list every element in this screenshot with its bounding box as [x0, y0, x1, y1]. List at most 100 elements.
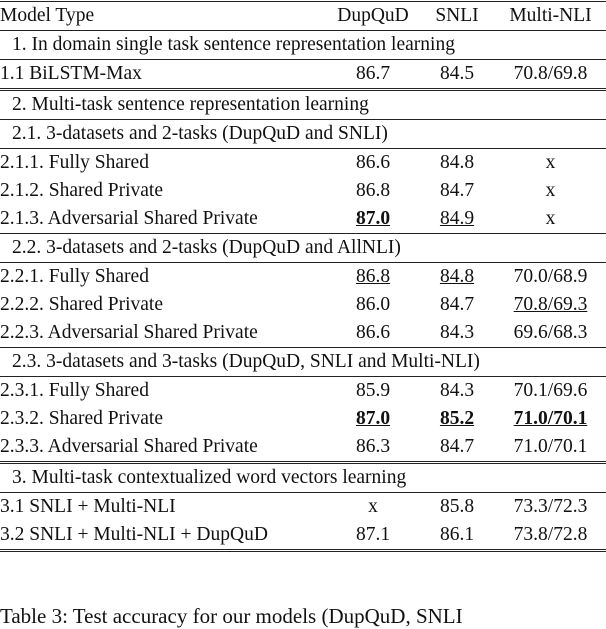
section-title: 2.3. 3-datasets and 3-tasks (DupQuD, SNL… — [0, 347, 606, 377]
score-cell: 84.3 — [419, 377, 495, 406]
column-header: DupQuD — [327, 1, 419, 31]
cell-text: 86.0 — [355, 294, 391, 315]
cell-text: 84.7 — [439, 294, 475, 315]
section-title-row: 3. Multi-task contextualized word vector… — [0, 461, 606, 493]
score-cell: 70.1/69.6 — [495, 377, 606, 406]
score-cell: 70.0/68.9 — [495, 263, 606, 292]
cell-text: 85.9 — [355, 380, 391, 401]
score-cell: 86.7 — [327, 60, 419, 90]
cell-text: 86.3 — [355, 436, 391, 457]
column-header: Multi-NLI — [495, 1, 606, 31]
model-name: 3.1 SNLI + Multi-NLI — [0, 493, 327, 522]
cell-text: 71.0/70.1 — [513, 436, 588, 457]
cell-text: 2.3.2. Shared Private — [0, 408, 164, 429]
caption: Table 3: Test accuracy for our models (D… — [0, 604, 463, 628]
data-row: 2.3.1. Fully Shared 85.9 84.3 70.1/69.6 — [0, 377, 606, 406]
score-cell: 73.3/72.3 — [495, 493, 606, 522]
model-name: 2.3.3. Adversarial Shared Private — [0, 433, 327, 463]
section-title: 3. Multi-task contextualized word vector… — [0, 461, 606, 493]
cell-text: 86.8 — [355, 266, 391, 287]
data-row: 3.1 SNLI + Multi-NLI x 85.8 73.3/72.3 — [0, 493, 606, 522]
score-cell: x — [495, 149, 606, 178]
score-cell: 84.3 — [419, 319, 495, 348]
section-title-row: 2. Multi-task sentence representation le… — [0, 88, 606, 120]
column-header: SNLI — [419, 1, 495, 31]
header-row: Model Type DupQuD SNLI Multi-NLI — [0, 1, 606, 31]
score-cell: 87.1 — [327, 521, 419, 552]
subsection-title-row: 2.2. 3-datasets and 2-tasks (DupQuD and … — [0, 233, 606, 263]
model-name: 2.2.1. Fully Shared — [0, 263, 327, 292]
cell-text: 2.1.1. Fully Shared — [0, 152, 149, 173]
score-cell: 73.8/72.8 — [495, 521, 606, 552]
section-title: 2. Multi-task sentence representation le… — [0, 88, 606, 120]
data-row: 2.2.3. Adversarial Shared Private 86.6 84.… — [0, 319, 606, 348]
model-name: 2.2.3. Adversarial Shared Private — [0, 319, 327, 348]
score-cell: 70.8/69.3 — [495, 291, 606, 319]
score-cell: 84.7 — [419, 433, 495, 463]
score-cell: 85.9 — [327, 377, 419, 406]
cell-text: 2.1.3. Adversarial Shared Private — [0, 208, 258, 229]
score-cell: 86.6 — [327, 319, 419, 348]
cell-text: 70.8/69.8 — [513, 63, 588, 84]
cell-text: 87.0 — [355, 208, 391, 229]
cell-text: 2.3.3. Adversarial Shared Private — [0, 436, 258, 457]
cell-text: 2.3.1. Fully Shared — [0, 380, 149, 401]
section-title: 2.2. 3-datasets and 2-tasks (DupQuD and … — [0, 233, 606, 263]
cell-text: 86.6 — [355, 322, 391, 343]
score-cell: 87.0 — [327, 405, 419, 433]
cell-text: 84.8 — [439, 266, 475, 287]
cell-text: 86.7 — [355, 63, 391, 84]
section-title: 2.1. 3-datasets and 2-tasks (DupQuD and … — [0, 119, 606, 149]
cell-text: x — [368, 496, 378, 517]
model-name: 2.2.2. Shared Private — [0, 291, 327, 319]
score-cell: x — [327, 493, 419, 522]
model-name: 3.2 SNLI + Multi-NLI + DupQuD — [0, 521, 327, 552]
data-row: 2.2.2. Shared Private 86.0 84.7 70.8/69.3 — [0, 291, 606, 319]
cell-text: 2.2.1. Fully Shared — [0, 266, 149, 287]
subsection-title-row: 2.1. 3-datasets and 2-tasks (DupQuD and … — [0, 119, 606, 149]
cell-text: 73.8/72.8 — [513, 524, 588, 545]
score-cell: x — [495, 205, 606, 234]
score-cell: 85.8 — [419, 493, 495, 522]
section-title: 1. In domain single task sentence repres… — [0, 30, 606, 60]
model-name: 2.1.3. Adversarial Shared Private — [0, 205, 327, 234]
section-title-row: 1. In domain single task sentence repres… — [0, 30, 606, 60]
score-cell: 87.0 — [327, 205, 419, 234]
cell-text: 85.2 — [439, 408, 475, 429]
cell-text: 84.8 — [439, 152, 475, 173]
score-cell: 71.0/70.1 — [495, 433, 606, 463]
model-name: 2.3.1. Fully Shared — [0, 377, 327, 406]
score-cell: 86.3 — [327, 433, 419, 463]
cell-text: 2.2.3. Adversarial Shared Private — [0, 322, 258, 343]
cell-text: 86.8 — [355, 180, 391, 201]
score-cell: 70.8/69.8 — [495, 60, 606, 90]
data-row: 2.3.3. Adversarial Shared Private 86.3 84.… — [0, 433, 606, 463]
model-name: 2.1.1. Fully Shared — [0, 149, 327, 178]
cell-text: 2.2.2. Shared Private — [0, 294, 164, 315]
cell-text: 71.0/70.1 — [513, 408, 588, 429]
score-cell: 85.2 — [419, 405, 495, 433]
cell-text: 84.5 — [439, 63, 475, 84]
cell-text: x — [545, 152, 556, 173]
score-cell: 86.0 — [327, 291, 419, 319]
cell-text: 3.1 SNLI + Multi-NLI — [0, 496, 176, 517]
score-cell: 84.7 — [419, 177, 495, 205]
cell-text: 70.8/69.3 — [513, 294, 588, 315]
cell-text: 87.0 — [355, 408, 391, 429]
cell-text: 69.6/68.3 — [513, 322, 588, 343]
data-row: 2.1.2. Shared Private 86.8 84.7 x — [0, 177, 606, 205]
cell-text: 84.7 — [439, 436, 475, 457]
cell-text: x — [545, 180, 556, 201]
cell-text: 84.7 — [439, 180, 475, 201]
subsection-title-row: 2.3. 3-datasets and 3-tasks (DupQuD, SNL… — [0, 347, 606, 377]
cell-text: x — [545, 208, 556, 229]
score-cell: 84.8 — [419, 263, 495, 292]
data-row: 2.1.3. Adversarial Shared Private 87.0 84.… — [0, 205, 606, 234]
cell-text: 70.0/68.9 — [513, 266, 588, 287]
score-cell: 84.8 — [419, 149, 495, 178]
score-cell: 84.5 — [419, 60, 495, 90]
data-row: 1.1 BiLSTM-Max 86.7 84.5 70.8/69.8 — [0, 60, 606, 90]
model-name: 2.3.2. Shared Private — [0, 405, 327, 433]
cell-text: 73.3/72.3 — [513, 496, 588, 517]
results-table: Model Type DupQuD SNLI Multi-NLI 1. In domai… — [0, 1, 606, 552]
